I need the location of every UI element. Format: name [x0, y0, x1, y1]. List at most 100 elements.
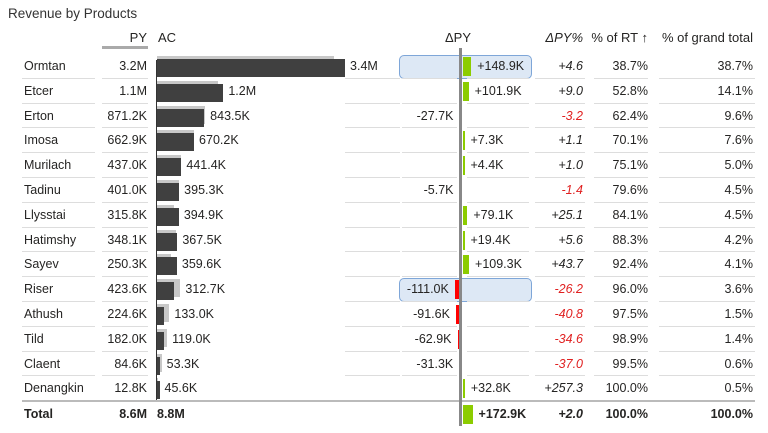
row-divider	[22, 127, 95, 129]
row-divider	[22, 77, 95, 79]
delta-bar[interactable]	[455, 305, 461, 324]
ac-value: 359.6K	[181, 257, 222, 272]
total-divider	[22, 400, 755, 403]
pct-gt-value: 9.6%	[724, 108, 754, 123]
row-divider	[467, 350, 529, 352]
product-name[interactable]: Riser	[24, 282, 54, 297]
ac-bar[interactable]	[157, 133, 195, 152]
row-divider	[102, 276, 148, 278]
header-py[interactable]: PY	[129, 30, 147, 45]
delta-bar[interactable]	[463, 57, 472, 76]
row-divider	[102, 301, 148, 302]
row-divider	[402, 226, 457, 228]
row-divider	[594, 276, 648, 278]
row-divider	[535, 77, 585, 79]
ac-bar[interactable]	[157, 108, 204, 127]
row-divider	[22, 325, 95, 327]
product-name[interactable]: Etcer	[24, 83, 54, 98]
row-divider	[659, 152, 755, 154]
delta-bar[interactable]	[463, 230, 465, 250]
row-divider	[22, 152, 95, 154]
row-divider	[467, 77, 529, 79]
pct-gt-value: 4.5%	[724, 183, 754, 197]
row-divider	[402, 127, 457, 129]
row-divider	[659, 102, 755, 104]
py-value: 1.1M	[119, 83, 147, 98]
delta-py-value: -111.0K	[406, 282, 449, 297]
row-divider	[102, 152, 148, 154]
product-name[interactable]: Hatimshy	[24, 232, 77, 247]
row-divider	[402, 251, 457, 253]
delta-bar[interactable]	[463, 156, 465, 176]
ac-value: 133.0K	[174, 307, 215, 321]
row-divider	[22, 251, 95, 253]
ac-bar[interactable]	[157, 331, 164, 350]
product-name[interactable]: Erton	[24, 108, 54, 123]
delta-bar[interactable]	[463, 131, 465, 151]
delta-bar[interactable]	[454, 280, 461, 300]
ac-bar[interactable]	[157, 282, 175, 301]
ac-bar[interactable]	[157, 307, 165, 325]
ac-bar[interactable]	[157, 207, 179, 226]
row-divider	[22, 201, 95, 203]
row-divider	[659, 226, 755, 228]
pct-rt-value: 98.9%	[612, 331, 648, 346]
py-value: 12.8K	[114, 381, 147, 396]
delta-bar[interactable]	[463, 205, 468, 225]
product-name[interactable]: Tadinu	[24, 183, 61, 197]
py-value: 348.1K	[107, 232, 147, 247]
product-name[interactable]: Murilach	[24, 158, 72, 173]
ac-bar[interactable]	[157, 381, 160, 400]
product-name[interactable]: Imosa	[24, 133, 59, 148]
delta-py-value: -91.6K	[413, 307, 450, 321]
product-name[interactable]: Llysstai	[24, 207, 66, 222]
py-value: 871.2K	[107, 108, 147, 123]
header-pct-gt[interactable]: % of grand total	[661, 30, 753, 45]
row-divider	[659, 325, 755, 327]
product-name[interactable]: Claent	[24, 356, 61, 371]
row-divider	[535, 152, 585, 154]
row-divider	[535, 127, 585, 129]
ac-bar[interactable]	[157, 257, 177, 276]
ac-value: 670.2K	[199, 133, 239, 148]
row-divider	[22, 177, 95, 178]
product-name[interactable]: Ormtan	[24, 59, 66, 73]
delta-bar[interactable]	[463, 405, 473, 425]
ac-bar[interactable]	[157, 83, 224, 102]
row-divider	[594, 102, 648, 104]
product-name[interactable]: Tild	[24, 331, 44, 346]
ac-bar[interactable]	[157, 356, 160, 375]
header-ac[interactable]: AC	[158, 30, 177, 45]
ac-bar[interactable]	[157, 232, 178, 251]
row-divider	[345, 201, 400, 203]
product-name[interactable]: Denangkin	[24, 381, 84, 396]
row-divider	[659, 375, 755, 377]
delta-bar[interactable]	[463, 379, 465, 399]
ac-value: 119.0K	[172, 331, 211, 346]
header-pct-rt[interactable]: % of RT ↑	[591, 30, 648, 45]
pct-gt-value: 7.6%	[724, 133, 754, 148]
product-name[interactable]: Athush	[24, 307, 63, 321]
pct-rt-value: 52.8%	[612, 83, 648, 98]
ac-value: 441.4K	[186, 158, 227, 173]
delta-py-pct-value: +4.6	[558, 59, 583, 73]
delta-axis	[459, 48, 462, 426]
header-delta-py[interactable]: ΔPY	[445, 30, 472, 45]
header-delta-py-pct[interactable]: ΔPY%	[545, 30, 583, 45]
ac-bar[interactable]	[157, 183, 179, 201]
row-divider	[345, 375, 400, 377]
highlight-box	[399, 278, 532, 303]
row-divider	[594, 226, 648, 228]
row-divider	[467, 276, 529, 278]
delta-py-pct-value: +9.0	[558, 83, 583, 98]
ac-bar[interactable]	[157, 158, 182, 177]
ac-bar[interactable]	[157, 59, 346, 77]
py-value: 662.9K	[107, 133, 147, 148]
visual-title: Revenue by Products	[8, 6, 138, 21]
delta-py-value: -27.7K	[416, 108, 454, 123]
product-name[interactable]: Total	[24, 407, 53, 422]
pct-rt-value: 70.1%	[612, 133, 648, 148]
delta-bar[interactable]	[463, 81, 469, 101]
product-name[interactable]: Sayev	[24, 257, 59, 272]
delta-bar[interactable]	[463, 255, 470, 275]
